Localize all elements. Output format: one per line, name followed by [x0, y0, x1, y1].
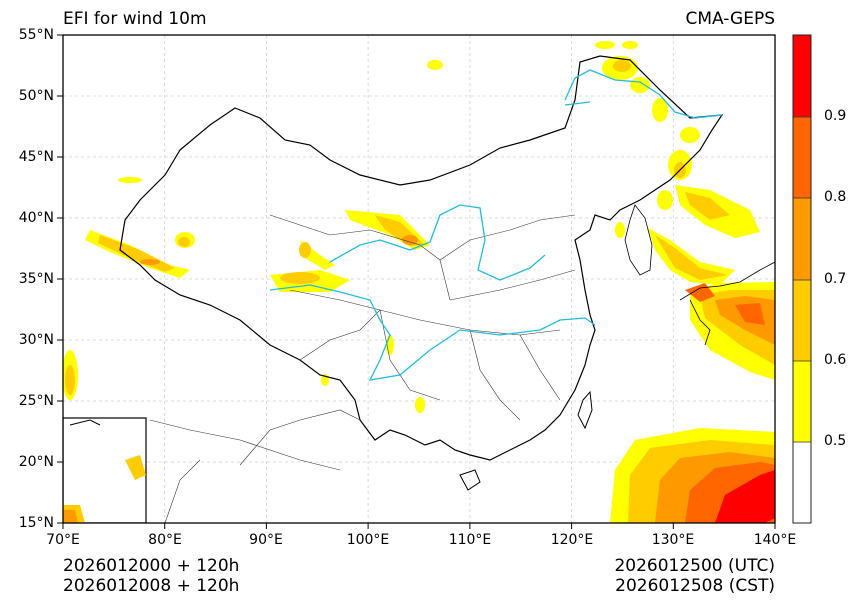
model-name: CMA-GEPS — [685, 9, 775, 29]
valid-time-utc: 2026012500 (UTC) — [614, 556, 775, 576]
valid-time-cst: 2026012508 (CST) — [615, 576, 775, 596]
efi-region-sea-of-japan — [648, 185, 760, 285]
x-tick-label: 100°E — [346, 532, 390, 548]
y-tick-label: 25°N — [18, 393, 54, 409]
y-tick-label: 45°N — [18, 149, 54, 165]
colorbar-label: 0.6 — [824, 352, 847, 368]
efi-region-south-japan — [685, 282, 775, 380]
x-tick-label: 70°E — [46, 532, 80, 548]
init-time-utc: 2026012000 + 120h — [63, 556, 240, 576]
province-boundaries — [149, 214, 576, 523]
y-tick-label: 40°N — [18, 210, 54, 226]
y-tick-label: 55°N — [18, 27, 54, 43]
efi-region-west-pacific — [610, 428, 775, 523]
colorbar — [792, 34, 812, 524]
colorbar-label: 0.9 — [824, 108, 847, 124]
valid-time-block: 2026012500 (UTC) 2026012508 (CST) — [614, 556, 775, 596]
y-tick-label: 15°N — [18, 515, 54, 531]
y-tick-label: 20°N — [18, 454, 54, 470]
y-tick-label: 30°N — [18, 332, 54, 348]
x-tick-label: 120°E — [550, 532, 594, 548]
x-tick-label: 80°E — [148, 532, 182, 548]
x-tick-label: 140°E — [753, 532, 797, 548]
colorbar-label: 0.8 — [824, 189, 847, 205]
colorbar-label: 0.5 — [824, 433, 847, 449]
x-tick-label: 90°E — [249, 532, 283, 548]
chart-title: EFI for wind 10m — [63, 9, 207, 29]
init-time-cst: 2026012008 + 120h — [63, 576, 240, 596]
colorbar-label: 0.7 — [824, 271, 847, 287]
rivers — [269, 69, 723, 381]
x-tick-label: 110°E — [448, 532, 492, 548]
x-tick-label: 130°E — [651, 532, 695, 548]
y-tick-label: 35°N — [18, 271, 54, 287]
y-tick-label: 50°N — [18, 88, 54, 104]
init-time-block: 2026012000 + 120h 2026012008 + 120h — [63, 556, 239, 596]
